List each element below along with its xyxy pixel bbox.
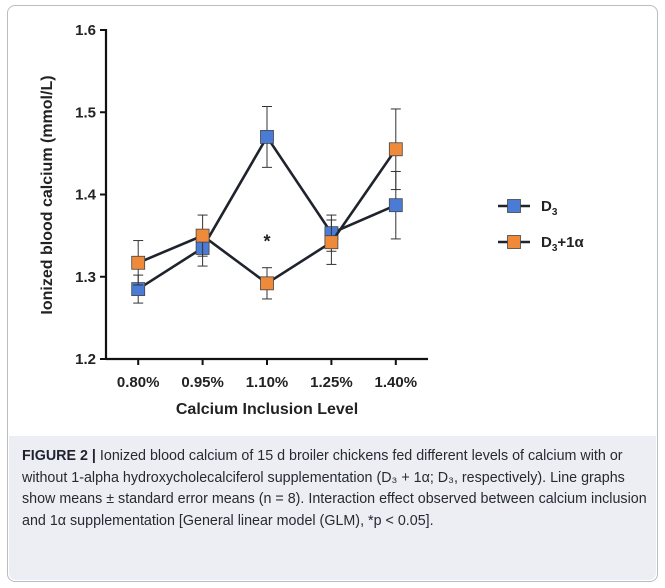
caption-label: FIGURE 2 | xyxy=(22,448,96,464)
x-tick-label: 0.95% xyxy=(181,374,224,391)
x-axis-title: Calcium Inclusion Level xyxy=(176,401,358,418)
x-tick-label: 1.40% xyxy=(375,374,418,391)
x-tick-label: 0.80% xyxy=(117,374,160,391)
caption-text: Ionized blood calcium of 15 d broiler ch… xyxy=(22,448,647,529)
chart-series: * xyxy=(131,105,403,304)
x-tick-label: 1.25% xyxy=(310,374,353,391)
series-1 xyxy=(131,108,403,300)
data-point-marker xyxy=(260,130,274,144)
figure-frame xyxy=(7,5,658,582)
y-tick-label: 1.4 xyxy=(75,187,97,204)
y-tick-label: 1.6 xyxy=(75,22,96,39)
data-point-marker xyxy=(260,276,274,291)
legend-label: D3+1α xyxy=(541,234,585,254)
data-point-marker xyxy=(324,235,339,250)
chart-axes: 1.2 1.3 1.4 1.5 1.6 0.80% 0.95% 1.10% 1.25% 1.40% xyxy=(75,22,428,391)
y-axis-title: Ionized blood calcium (mmol/L) xyxy=(39,75,56,314)
legend-marker xyxy=(507,235,521,249)
legend-label: D3 xyxy=(541,198,558,218)
data-point-marker xyxy=(388,198,403,213)
y-tick-label: 1.2 xyxy=(75,351,96,368)
caption-box xyxy=(9,436,656,580)
significance-asterisk: * xyxy=(263,231,270,251)
data-point-marker xyxy=(131,255,146,270)
y-tick-label: 1.5 xyxy=(75,104,96,121)
chart-legend: D3 D3+1α xyxy=(498,198,585,254)
data-point-marker xyxy=(195,228,210,243)
y-tick-label: 1.3 xyxy=(75,269,96,286)
x-tick-label: 1.10% xyxy=(246,374,289,391)
figure-caption: FIGURE 2 | Ionized blood calcium of 15 d… xyxy=(22,446,651,532)
legend-item: D3 xyxy=(498,198,558,218)
legend-marker xyxy=(507,199,521,213)
data-point-marker xyxy=(388,142,403,157)
legend-item: D3+1α xyxy=(498,234,585,254)
line-chart: 1.2 1.3 1.4 1.5 1.6 0.80% 0.95% 1.10% 1.25% 1.40%… xyxy=(39,22,585,418)
